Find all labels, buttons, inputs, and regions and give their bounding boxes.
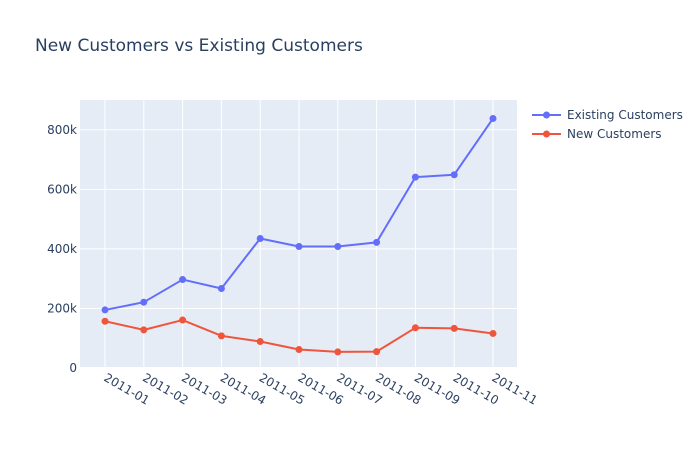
- legend-item[interactable]: Existing Customers: [532, 108, 683, 122]
- data-point[interactable]: [140, 326, 148, 334]
- data-point[interactable]: [179, 316, 187, 324]
- legend-marker-swatch: [543, 130, 550, 138]
- y-tick-label: 600k: [47, 182, 77, 196]
- legend-item[interactable]: New Customers: [532, 127, 662, 141]
- data-point[interactable]: [334, 348, 342, 356]
- data-point[interactable]: [101, 306, 109, 314]
- x-axis-ticks: 2011-012011-022011-032011-042011-052011-…: [102, 370, 540, 407]
- legend-marker-swatch: [543, 111, 550, 119]
- legend-label: Existing Customers: [567, 108, 683, 122]
- y-tick-label: 400k: [47, 242, 77, 256]
- data-point[interactable]: [450, 171, 458, 179]
- data-point[interactable]: [450, 324, 458, 332]
- y-tick-label: 200k: [47, 301, 77, 315]
- chart-title: New Customers vs Existing Customers: [35, 36, 363, 56]
- data-point[interactable]: [373, 348, 381, 356]
- data-point[interactable]: [256, 234, 264, 242]
- data-point[interactable]: [101, 317, 109, 325]
- data-point[interactable]: [140, 298, 148, 306]
- y-tick-label: 800k: [47, 123, 77, 137]
- data-point[interactable]: [334, 243, 342, 251]
- data-point[interactable]: [295, 346, 303, 354]
- data-point[interactable]: [373, 238, 381, 246]
- data-point[interactable]: [295, 243, 303, 251]
- data-point[interactable]: [489, 114, 497, 122]
- data-point[interactable]: [217, 332, 225, 340]
- series-group: [101, 114, 497, 356]
- data-point[interactable]: [489, 329, 497, 337]
- data-point[interactable]: [217, 284, 225, 292]
- legend[interactable]: Existing Customers New Customers: [532, 108, 683, 141]
- gridlines: [80, 100, 517, 369]
- data-point[interactable]: [411, 324, 419, 332]
- y-tick-label: 0: [69, 361, 77, 375]
- data-point[interactable]: [411, 173, 419, 181]
- data-point[interactable]: [256, 337, 264, 345]
- data-point[interactable]: [179, 276, 187, 284]
- y-axis-ticks: 0 200k 400k 600k 800k: [47, 123, 77, 375]
- legend-label: New Customers: [567, 127, 662, 141]
